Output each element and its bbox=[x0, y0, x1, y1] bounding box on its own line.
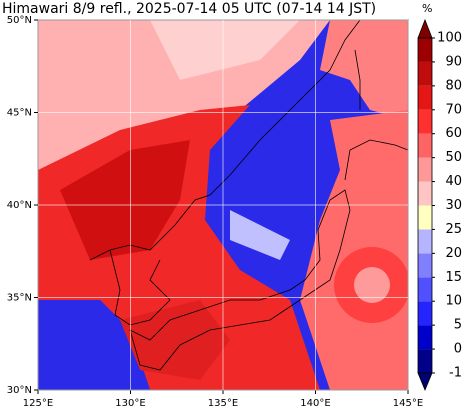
lon-tick-label: 145°E bbox=[393, 398, 423, 409]
colorbar-tick-label: 10 bbox=[445, 294, 462, 309]
lat-tick-label: 50°N bbox=[7, 15, 32, 26]
colorbar-segment bbox=[418, 349, 432, 373]
colorbar-tick-label: -1 bbox=[449, 366, 462, 381]
colorbar-segment bbox=[418, 109, 432, 134]
colorbar-unit: % bbox=[422, 2, 432, 15]
colorbar-segment bbox=[418, 157, 432, 182]
colorbar-tick-label: 50 bbox=[445, 150, 462, 165]
colorbar-tick-label: 5 bbox=[454, 318, 462, 333]
colorbar-tick-label: 60 bbox=[445, 126, 462, 141]
colorbar-segment bbox=[418, 301, 432, 326]
colorbar-segment bbox=[418, 277, 432, 302]
colorbar-tick-label: 100 bbox=[437, 31, 462, 46]
colorbar-tick-label: 20 bbox=[445, 246, 462, 261]
colorbar-segment bbox=[418, 181, 432, 206]
colorbar-tick-label: 30 bbox=[445, 198, 462, 213]
title: Himawari 8/9 refl., 2025-07-14 05 UTC (0… bbox=[2, 1, 376, 17]
colorbar-segment bbox=[418, 229, 432, 254]
colorbar-over bbox=[417, 18, 433, 39]
lon-tick-label: 140°E bbox=[300, 398, 330, 409]
colorbar-segment bbox=[418, 61, 432, 86]
lat-tick-label: 35°N bbox=[7, 293, 32, 304]
colorbar-segment bbox=[418, 253, 432, 278]
colorbar-segment bbox=[418, 85, 432, 110]
colorbar-tick-label: 90 bbox=[445, 54, 462, 69]
colorbar-segment bbox=[418, 38, 432, 62]
lon-tick-label: 135°E bbox=[208, 398, 238, 409]
colorbar-segment bbox=[418, 133, 432, 158]
lat-tick-label: 45°N bbox=[7, 108, 32, 119]
colorbar-tick-label: 80 bbox=[445, 78, 462, 93]
colorbar-under bbox=[417, 372, 433, 392]
colorbar-segment bbox=[418, 205, 432, 230]
colorbar-tick-label: 40 bbox=[445, 174, 462, 189]
lat-tick-label: 30°N bbox=[7, 385, 32, 396]
colorbar-tick-label: 15 bbox=[445, 270, 462, 285]
colorbar-tick-label: 0 bbox=[454, 342, 462, 357]
colorbar-segment bbox=[418, 325, 432, 350]
colorbar-tick-label: 70 bbox=[445, 102, 462, 117]
colorbar-tick-label: 25 bbox=[445, 222, 462, 237]
lon-tick-label: 130°E bbox=[115, 398, 145, 409]
lat-tick-label: 40°N bbox=[7, 200, 32, 211]
lon-tick-label: 125°E bbox=[23, 398, 53, 409]
